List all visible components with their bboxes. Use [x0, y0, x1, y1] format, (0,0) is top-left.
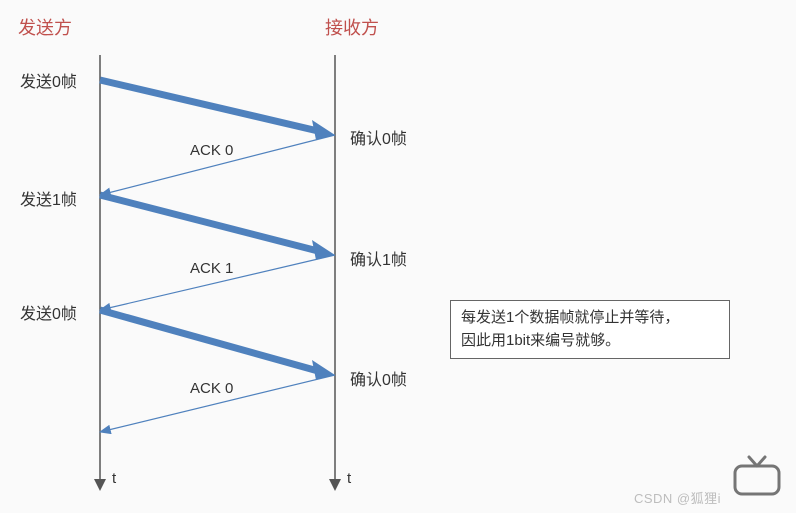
receiver-title: 接收方: [325, 14, 379, 40]
watermark: CSDN @狐狸i: [634, 488, 721, 507]
confirm-label-2: 确认0帧: [350, 366, 407, 390]
note-line-1: 每发送1个数据帧就停止并等待，: [461, 307, 719, 330]
frame-arrow-2: [100, 310, 335, 380]
send-label-1: 发送1帧: [20, 186, 77, 210]
note-line-2: 因此用1bit来编号就够。: [461, 330, 719, 353]
tv-icon: [731, 454, 786, 499]
confirm-label-1: 确认1帧: [350, 246, 407, 270]
receiver-t-label: t: [347, 470, 351, 487]
sender-t-label: t: [112, 470, 116, 487]
frame-arrow-0: [100, 80, 335, 140]
ack-label-1: ACK 1: [190, 260, 233, 277]
ack-label-0: ACK 0: [190, 142, 233, 159]
send-label-2: 发送0帧: [20, 300, 77, 324]
send-label-0: 发送0帧: [20, 68, 77, 92]
note-box: 每发送1个数据帧就停止并等待， 因此用1bit来编号就够。: [450, 300, 730, 359]
frame-arrow-1: [100, 195, 335, 260]
confirm-label-0: 确认0帧: [350, 125, 407, 149]
sender-title: 发送方: [18, 14, 72, 40]
ack-label-2: ACK 0: [190, 380, 233, 397]
